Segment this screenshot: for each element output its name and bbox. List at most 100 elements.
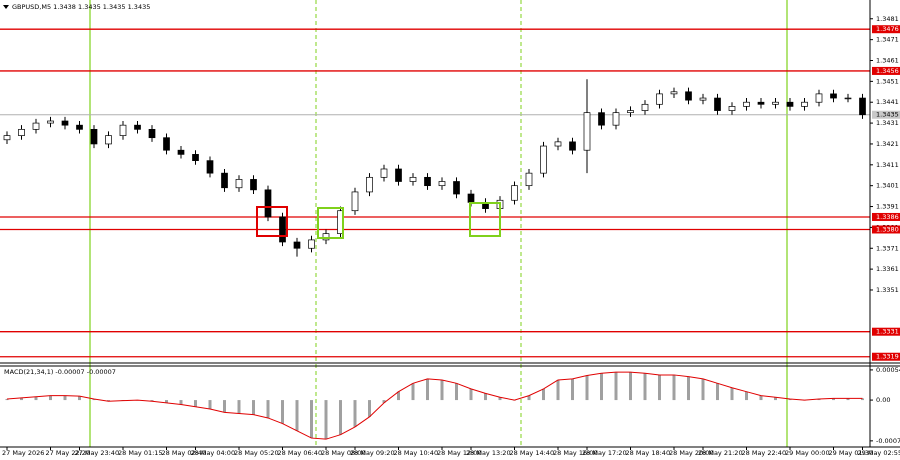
histogram-bar <box>716 383 719 401</box>
histogram-bar <box>266 400 270 418</box>
candle-body <box>148 128 156 139</box>
histogram-bar <box>498 397 502 401</box>
y-tick-label: 1.3451 <box>876 77 899 85</box>
candle-body <box>844 97 852 100</box>
candle-body <box>554 141 562 147</box>
histogram-bar <box>556 379 560 401</box>
histogram-bar <box>585 375 589 401</box>
histogram-bar <box>78 396 81 401</box>
x-tick-label: 28 May 05:20 <box>234 449 279 457</box>
candle-body <box>409 176 417 182</box>
histogram-bar <box>63 395 67 401</box>
candle-body <box>612 112 620 126</box>
x-tick-label: 28 May 20:00 <box>669 449 714 457</box>
histogram-bar <box>701 378 705 401</box>
candle-body <box>627 110 634 114</box>
x-tick-label: 28 May 08:00 <box>321 449 366 457</box>
candle-body <box>351 191 359 212</box>
candle-body <box>47 120 54 124</box>
x-tick-label: 28 May 17:20 <box>582 449 627 457</box>
candle-body <box>815 93 823 103</box>
x-tick-label: 28 May 18:40 <box>626 449 671 457</box>
histogram-bar <box>571 378 574 401</box>
histogram-bar <box>281 400 284 424</box>
x-tick-label: 28 May 06:40 <box>278 449 323 457</box>
candle-body <box>235 179 243 189</box>
x-tick-label: 27 May 22:20 <box>46 449 91 457</box>
level-label: 1.3386 <box>876 213 899 221</box>
histogram-bar <box>179 400 183 405</box>
candle-body <box>395 168 402 182</box>
candle-body <box>438 181 446 187</box>
histogram-bar <box>150 400 154 402</box>
y-tick-label: 0.00 <box>876 396 890 404</box>
level-label-bg <box>872 212 900 221</box>
histogram-bar <box>20 397 23 401</box>
histogram-bar <box>208 400 212 410</box>
candle-body <box>221 172 228 189</box>
candle-body <box>685 91 692 101</box>
candle-body <box>308 239 315 249</box>
x-tick-label: 28 May 10:40 <box>394 449 439 457</box>
x-tick-label: 28 May 09:20 <box>350 449 395 457</box>
candle-body <box>859 97 866 116</box>
x-tick-label: 28 May 04:00 <box>191 449 236 457</box>
candle-body <box>728 106 736 111</box>
candle-body <box>206 160 214 174</box>
candle-body <box>322 233 330 241</box>
level-label-bg <box>872 25 900 34</box>
candle-body <box>772 101 779 105</box>
level-label: 1.3331 <box>876 328 899 336</box>
candle-body <box>105 135 112 145</box>
histogram-bar <box>426 378 429 401</box>
histogram-bar <box>527 395 531 401</box>
candle-body <box>453 181 460 195</box>
chart-title: GBPUSD,M5 1.3438 1.3435 1.3435 1.3435 <box>12 3 150 11</box>
candle-body <box>525 172 533 187</box>
candle-body <box>583 112 591 151</box>
histogram-bar <box>49 395 52 401</box>
candle-body <box>714 97 721 111</box>
histogram-bar <box>107 400 110 402</box>
histogram-bar <box>861 398 864 401</box>
x-tick-label: 28 May 13:20 <box>466 449 511 457</box>
candle-body <box>90 128 98 145</box>
candle-body <box>177 149 185 155</box>
signal-line <box>6 371 863 440</box>
histogram-bar <box>455 383 458 401</box>
plot: 1.34811.34711.34611.34511.34411.34311.34… <box>0 15 900 457</box>
candle-body <box>830 93 837 99</box>
histogram-bar <box>223 400 226 413</box>
candle-body <box>569 141 576 151</box>
x-tick-label: 28 May 21:20 <box>698 449 743 457</box>
y-tick-label: 1.3391 <box>876 203 899 211</box>
histogram-bar <box>745 391 748 401</box>
candle-body <box>598 112 605 126</box>
histogram-bar <box>759 395 763 401</box>
candle-body <box>163 137 170 151</box>
histogram-bar <box>614 372 618 401</box>
candle-body <box>467 193 475 203</box>
x-tick-label: 29 May 01:30 <box>829 449 874 457</box>
histogram-bar <box>34 396 38 401</box>
level-label-bg <box>872 66 900 75</box>
candle-body <box>76 124 83 130</box>
candle-body <box>3 135 11 141</box>
histogram-bar <box>411 383 415 401</box>
y-tick-label: 0.00054 <box>876 366 900 374</box>
candle-body <box>641 103 649 111</box>
histogram-bar <box>846 398 850 401</box>
histogram-bar <box>643 373 647 401</box>
y-tick-label: 1.3411 <box>876 161 899 169</box>
candle-body <box>279 216 286 243</box>
histogram-bar <box>832 398 835 401</box>
histogram-bar <box>92 398 96 401</box>
histogram-bar <box>484 393 487 401</box>
level-label: 1.3380 <box>876 225 899 233</box>
level-label: 1.3319 <box>876 353 899 361</box>
histogram-bar <box>5 398 9 401</box>
histogram-bar <box>295 400 299 431</box>
histogram-bar <box>542 388 545 401</box>
current-price-bg <box>872 110 900 119</box>
